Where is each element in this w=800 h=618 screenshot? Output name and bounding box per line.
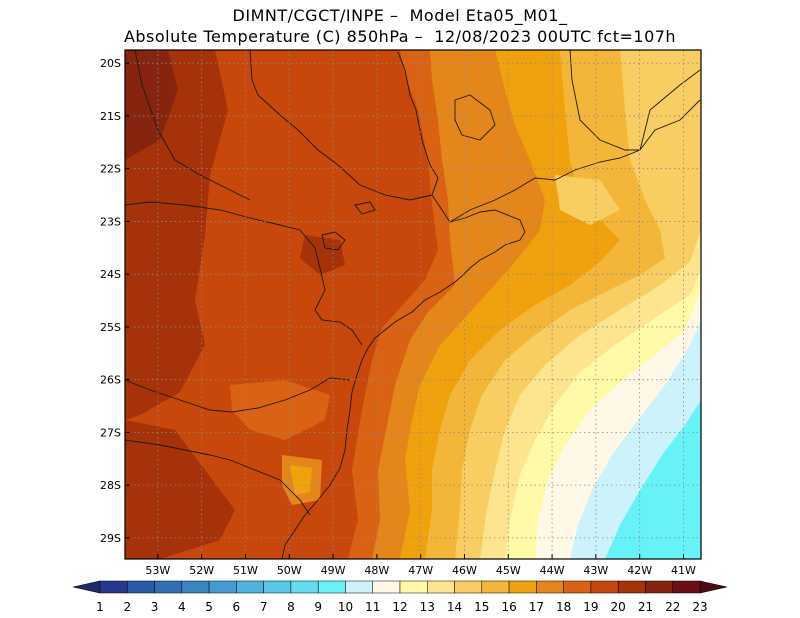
lat-tick-label: 23S xyxy=(100,215,121,228)
colorbar-label: 4 xyxy=(178,600,186,614)
border-es xyxy=(639,69,701,151)
colorbar-swatch xyxy=(154,580,183,594)
colorbar-swatch xyxy=(345,580,373,594)
lon-tick-label: 42W xyxy=(627,564,652,577)
lon-tick-label: 41W xyxy=(671,564,696,577)
colorbar-label: 19 xyxy=(583,600,598,614)
colorbar-label: 18 xyxy=(556,600,571,614)
colorbar-label: 23 xyxy=(692,600,707,614)
temp-band-20-21-spot xyxy=(300,235,345,275)
colorbar-swatch xyxy=(208,580,237,594)
colorbar-swatch xyxy=(536,580,564,594)
lon-tick-label: 47W xyxy=(408,564,433,577)
colorbar-label: 8 xyxy=(287,600,295,614)
reservoir-furnas xyxy=(454,94,496,141)
colorbar-low-arrow xyxy=(72,580,101,594)
colorbar: 1 2 3 4 5 6 7 8 9 10 11 12 13 14 15 16 17 18 19 20 21 22 23 xyxy=(72,580,728,614)
colorbar-swatch xyxy=(427,580,455,594)
map-frame xyxy=(124,49,702,560)
colorbar-high-arrow xyxy=(699,580,728,594)
colorbar-swatch xyxy=(672,580,701,594)
border-ms xyxy=(134,50,251,201)
colorbar-label: 9 xyxy=(314,600,322,614)
colorbar-label: 6 xyxy=(233,600,241,614)
chart-title-line2: Absolute Temperature (C) 850hPa – 12/08/… xyxy=(123,27,677,46)
lat-tick-label: 29S xyxy=(100,532,121,545)
axis-ticks: 53W 52W 51W 50W 49W 48W 47W 46W 45W 44W 43W 42W 41W 2… xyxy=(100,57,696,577)
lon-tick-label: 43W xyxy=(583,564,608,577)
colorbar-label: 16 xyxy=(501,600,516,614)
colorbar-label: 17 xyxy=(529,600,544,614)
colorbar-label: 12 xyxy=(392,600,407,614)
lon-tick-label: 44W xyxy=(540,564,565,577)
temperature-field xyxy=(125,50,701,559)
lat-tick-label: 25S xyxy=(100,321,121,334)
colorbar-label: 3 xyxy=(151,600,159,614)
lat-tick-label: 27S xyxy=(100,426,121,439)
chart-title-line1: DIMNT/CGCT/INPE – Model Eta05_M01_ xyxy=(232,6,568,25)
colorbar-label: 1 xyxy=(96,600,104,614)
colorbar-label: 5 xyxy=(205,600,213,614)
colorbar-swatch xyxy=(290,580,319,594)
lon-tick-label: 53W xyxy=(145,564,170,577)
colorbar-swatch xyxy=(508,580,537,594)
border-mg-es xyxy=(569,50,640,151)
colorbar-swatch xyxy=(563,580,592,594)
temp-band-14-15-spot xyxy=(555,175,620,225)
colorbar-swatch xyxy=(99,580,128,594)
colorbar-swatch xyxy=(590,580,619,594)
colorbar-swatch xyxy=(181,580,210,594)
temp-band-9-10 xyxy=(605,400,701,559)
colorbar-swatch xyxy=(399,580,428,594)
lon-tick-label: 49W xyxy=(321,564,346,577)
border-sc-rs xyxy=(125,439,311,516)
lon-tick-label: 48W xyxy=(364,564,389,577)
reservoir-inland xyxy=(321,231,346,251)
colorbar-label: 21 xyxy=(638,600,653,614)
temp-band-18-19-inland xyxy=(230,380,330,440)
border-sp-mg xyxy=(249,50,433,201)
colorbar-swatch xyxy=(481,580,510,594)
lat-tick-label: 26S xyxy=(100,374,121,387)
temp-band-20-21-south xyxy=(125,420,235,559)
grid-lines xyxy=(125,50,701,559)
lat-tick-label: 20S xyxy=(100,57,121,70)
colorbar-label: 2 xyxy=(123,600,131,614)
colorbar-label: 11 xyxy=(365,600,380,614)
reservoir-small xyxy=(354,201,376,215)
colorbar-swatch xyxy=(127,580,155,594)
colorbar-swatch xyxy=(372,580,401,594)
temp-band-21-22-corner xyxy=(125,50,178,160)
lon-tick-label: 46W xyxy=(452,564,477,577)
colorbar-label: 20 xyxy=(611,600,626,614)
temp-band-16-17-spot xyxy=(290,465,312,495)
colorbar-label: 22 xyxy=(665,600,680,614)
border-parana-north xyxy=(125,201,363,346)
coastline-and-borders xyxy=(125,50,701,559)
coastline-north xyxy=(397,51,701,223)
lat-tick-label: 28S xyxy=(100,479,121,492)
colorbar-label: 7 xyxy=(260,600,268,614)
lat-tick-label: 22S xyxy=(100,163,121,176)
lon-tick-label: 52W xyxy=(189,564,214,577)
border-parana-south xyxy=(125,377,351,413)
colorbar-label: 10 xyxy=(338,600,353,614)
lon-tick-label: 45W xyxy=(496,564,521,577)
colorbar-swatch xyxy=(645,580,673,594)
lat-tick-label: 24S xyxy=(100,268,121,281)
lon-tick-label: 50W xyxy=(277,564,302,577)
lon-tick-label: 51W xyxy=(233,564,258,577)
colorbar-label: 13 xyxy=(420,600,435,614)
colorbar-swatch xyxy=(617,580,646,594)
colorbar-swatch xyxy=(454,580,483,594)
colorbar-label: 15 xyxy=(474,600,489,614)
colorbar-swatch xyxy=(317,580,346,594)
colorbar-label: 14 xyxy=(447,600,462,614)
coastline-south xyxy=(281,209,526,559)
lat-tick-label: 21S xyxy=(100,110,121,123)
colorbar-swatch xyxy=(236,580,264,594)
colorbar-swatch xyxy=(263,580,292,594)
